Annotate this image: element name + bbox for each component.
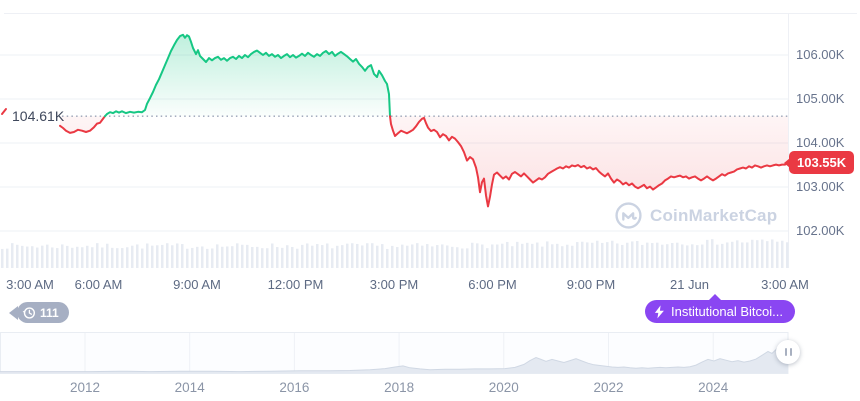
news-event-badge[interactable]: Institutional Bitcoi... [645,294,795,323]
year-axis-label: 2024 [698,380,729,395]
time-axis-label: 9:00 PM [566,277,616,292]
y-axis-label: 106.00K [796,47,845,62]
baseline-price-label: 104.61K [12,108,65,125]
time-axis-label: 3:00 PM [369,277,419,292]
coinmarketcap-watermark: CoinMarketCap [615,202,777,229]
price-chart-canvas[interactable] [0,0,860,272]
pause-bar-icon [789,348,792,356]
year-axis: 2012 2014 2016 2018 2020 2022 2024 [0,380,860,396]
time-axis: 3:00 AM 6:00 AM 9:00 AM 12:00 PM 3:00 PM 6:00… [0,277,860,293]
y-axis-label: 102.00K [796,223,845,238]
timeline-mini-chart[interactable] [0,330,860,400]
time-axis-label: 12:00 PM [267,277,324,292]
pause-bar-icon [784,348,787,356]
history-count-value: 111 [40,305,59,320]
coinmarketcap-logo-icon [615,202,642,229]
year-axis-label: 2016 [279,380,310,395]
y-axis-label: 103.00K [796,179,845,194]
y-axis-label: 105.00K [796,91,845,106]
news-event-label: Institutional Bitcoi... [671,304,783,319]
history-clock-icon [22,306,36,319]
y-axis-label: 104.00K [796,135,845,150]
year-axis-label: 2012 [69,380,101,395]
time-axis-label: 21 Jun [669,277,710,292]
year-axis-label: 2014 [174,380,205,395]
year-axis-label: 2018 [384,380,415,395]
history-count-badge[interactable]: 111 [17,302,69,323]
watermark-text: CoinMarketCap [650,205,778,225]
timeline-scrub-handle[interactable] [776,340,800,364]
year-axis-label: 2022 [593,380,624,395]
time-axis-label: 9:00 AM [173,277,221,292]
current-price-badge: 103.55K [789,151,855,175]
year-axis-label: 2020 [488,380,519,395]
time-axis-label: 3:00 AM [761,277,809,292]
time-axis-label: 6:00 AM [74,277,123,292]
lightning-icon [654,304,664,318]
time-axis-label: 3:00 AM [6,277,54,292]
time-axis-label: 6:00 PM [468,277,517,292]
